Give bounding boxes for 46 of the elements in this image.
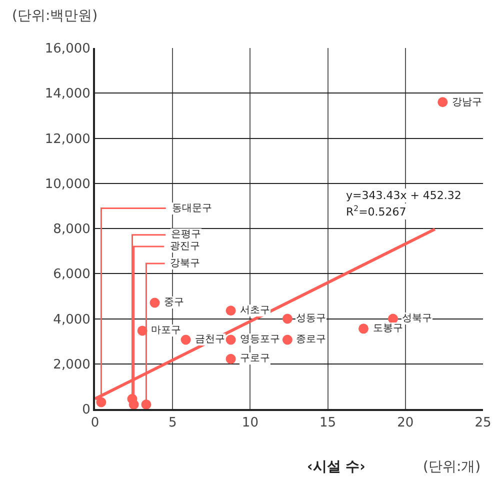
y-tick-label: 12,000 bbox=[44, 132, 90, 147]
x-tick-label: 5 bbox=[168, 416, 177, 431]
annotation: 강남구 bbox=[452, 97, 482, 108]
point bbox=[282, 314, 292, 324]
annotation: R$^{2}$=0.5267 bbox=[346, 204, 406, 219]
point bbox=[150, 298, 160, 308]
annotation: 강북구 bbox=[170, 258, 200, 269]
y-tick-label: 16,000 bbox=[44, 42, 90, 57]
point bbox=[226, 306, 236, 316]
point bbox=[226, 354, 236, 364]
y-tick-label: 4,000 bbox=[53, 312, 90, 328]
point bbox=[128, 399, 139, 409]
point bbox=[180, 334, 191, 345]
x-tick-label: 10 bbox=[242, 416, 258, 431]
point bbox=[141, 399, 152, 409]
point bbox=[226, 334, 236, 345]
annotation: 서초구 bbox=[240, 305, 270, 316]
annotation: 금천구 bbox=[195, 334, 225, 345]
annotation: 마포구 bbox=[151, 325, 181, 336]
annotation: 광진구 bbox=[170, 241, 200, 252]
x-tick-label: 15 bbox=[320, 416, 336, 431]
y-tick-label: 2,000 bbox=[53, 357, 90, 372]
annotation: 성동구 bbox=[296, 313, 326, 324]
annotation: y=343.43x + 452.32 bbox=[346, 189, 462, 202]
text: (단위:개) bbox=[423, 459, 481, 475]
point bbox=[388, 314, 398, 324]
annotation: 은평구 bbox=[171, 229, 201, 240]
y-tick-label: 8,000 bbox=[53, 222, 90, 238]
annotation: 중구 bbox=[164, 297, 184, 308]
point bbox=[438, 97, 448, 108]
x-tick-label: 25 bbox=[474, 416, 492, 431]
y-tick-label: 14,000 bbox=[44, 86, 90, 102]
annotation: 성북구 bbox=[402, 313, 432, 324]
annotation: 도봉구 bbox=[373, 323, 403, 334]
y-tick-label: 6,000 bbox=[53, 267, 90, 282]
annotation: 영등포구 bbox=[240, 334, 280, 345]
y-tick-label: 10,000 bbox=[44, 176, 90, 192]
annotation: 동대문구 bbox=[172, 203, 212, 214]
annotation: 구로구 bbox=[240, 353, 270, 364]
x-axis-title: ‹시설 수› bbox=[307, 459, 366, 475]
x-tick-label: 20 bbox=[397, 416, 414, 431]
point bbox=[358, 324, 368, 334]
point bbox=[282, 334, 292, 345]
annotation: 종로구 bbox=[296, 334, 326, 345]
y-tick-label: 0 bbox=[82, 402, 90, 418]
y-axis-title: (단위:백만원) bbox=[12, 8, 98, 24]
